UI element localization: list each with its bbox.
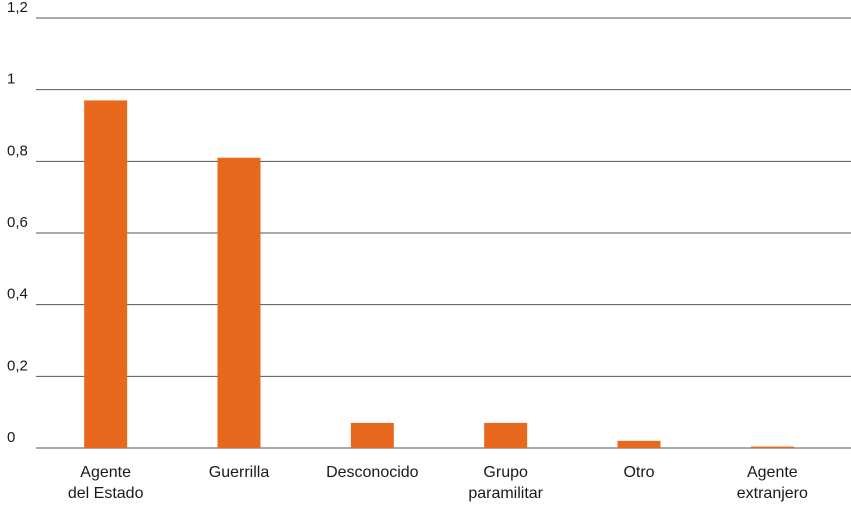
x-category-label: Agente	[747, 464, 798, 481]
bar	[84, 100, 128, 449]
x-category-label: Otro	[623, 464, 654, 481]
x-category-label: Grupo	[483, 464, 528, 481]
bars	[84, 100, 794, 449]
y-tick-label: 1,2	[7, 0, 28, 16]
bar	[217, 157, 261, 448]
y-tick-label: 0	[7, 429, 15, 446]
x-category-label: paramilitar	[468, 485, 543, 502]
y-tick-label: 0,8	[7, 142, 28, 159]
x-category-label: extranjero	[737, 485, 808, 502]
y-tick-label: 0,2	[7, 357, 28, 374]
x-category-label: Desconocido	[326, 464, 419, 481]
bar	[617, 440, 661, 448]
x-category-label: del Estado	[68, 485, 144, 502]
x-axis-category-labels: Agente del Estado Guerrilla Desconocido Grup…	[68, 464, 808, 502]
y-tick-label: 1	[7, 71, 15, 88]
bar	[484, 422, 528, 448]
bar	[750, 446, 794, 448]
y-tick-label: 0,4	[7, 286, 28, 303]
bar	[350, 422, 394, 448]
y-tick-label: 0,6	[7, 214, 28, 231]
y-axis-tick-labels: 0 0,2 0,4 0,6 0,8 1 1,2	[7, 0, 28, 446]
x-category-label: Guerrilla	[209, 464, 270, 481]
x-category-label: Agente	[80, 464, 131, 481]
gridlines	[36, 17, 851, 449]
